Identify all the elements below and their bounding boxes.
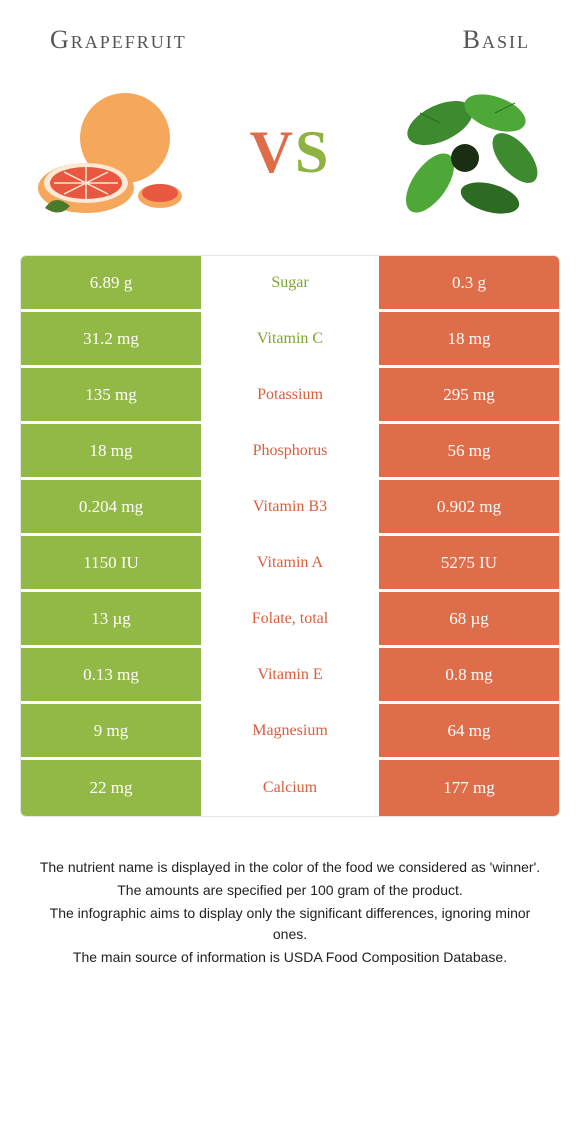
footer-notes: The nutrient name is displayed in the co… bbox=[20, 817, 560, 968]
left-value: 0.13 mg bbox=[21, 648, 201, 701]
right-value: 0.902 mg bbox=[379, 480, 559, 533]
right-value: 0.3 g bbox=[379, 256, 559, 309]
right-food-title: Basil bbox=[463, 25, 530, 55]
right-value: 64 mg bbox=[379, 704, 559, 757]
table-row: 13 µgFolate, total68 µg bbox=[21, 592, 559, 648]
left-value: 135 mg bbox=[21, 368, 201, 421]
header: Grapefruit Basil bbox=[20, 25, 560, 75]
left-value: 0.204 mg bbox=[21, 480, 201, 533]
left-value: 18 mg bbox=[21, 424, 201, 477]
footer-line: The nutrient name is displayed in the co… bbox=[35, 857, 545, 878]
right-value: 68 µg bbox=[379, 592, 559, 645]
footer-line: The infographic aims to display only the… bbox=[35, 903, 545, 945]
basil-image bbox=[380, 78, 550, 228]
left-value: 31.2 mg bbox=[21, 312, 201, 365]
table-row: 135 mgPotassium295 mg bbox=[21, 368, 559, 424]
footer-line: The amounts are specified per 100 gram o… bbox=[35, 880, 545, 901]
table-row: 18 mgPhosphorus56 mg bbox=[21, 424, 559, 480]
table-row: 6.89 gSugar0.3 g bbox=[21, 256, 559, 312]
right-value: 18 mg bbox=[379, 312, 559, 365]
right-value: 0.8 mg bbox=[379, 648, 559, 701]
nutrient-name: Vitamin E bbox=[201, 648, 379, 701]
left-value: 1150 IU bbox=[21, 536, 201, 589]
left-food-title: Grapefruit bbox=[50, 25, 187, 55]
table-row: 0.13 mgVitamin E0.8 mg bbox=[21, 648, 559, 704]
images-row: VS bbox=[20, 75, 560, 255]
table-row: 9 mgMagnesium64 mg bbox=[21, 704, 559, 760]
nutrient-name: Vitamin B3 bbox=[201, 480, 379, 533]
table-row: 31.2 mgVitamin C18 mg bbox=[21, 312, 559, 368]
table-row: 1150 IUVitamin A5275 IU bbox=[21, 536, 559, 592]
nutrient-table: 6.89 gSugar0.3 g31.2 mgVitamin C18 mg135… bbox=[20, 255, 560, 817]
nutrient-name: Vitamin C bbox=[201, 312, 379, 365]
nutrient-name: Phosphorus bbox=[201, 424, 379, 477]
right-value: 5275 IU bbox=[379, 536, 559, 589]
left-value: 22 mg bbox=[21, 760, 201, 816]
table-row: 0.204 mgVitamin B30.902 mg bbox=[21, 480, 559, 536]
nutrient-name: Folate, total bbox=[201, 592, 379, 645]
nutrient-name: Sugar bbox=[201, 256, 379, 309]
footer-line: The main source of information is USDA F… bbox=[35, 947, 545, 968]
right-value: 177 mg bbox=[379, 760, 559, 816]
grapefruit-image bbox=[30, 78, 200, 228]
vs-label: VS bbox=[250, 118, 331, 187]
left-value: 13 µg bbox=[21, 592, 201, 645]
right-value: 295 mg bbox=[379, 368, 559, 421]
nutrient-name: Vitamin A bbox=[201, 536, 379, 589]
nutrient-name: Potassium bbox=[201, 368, 379, 421]
table-row: 22 mgCalcium177 mg bbox=[21, 760, 559, 816]
nutrient-name: Magnesium bbox=[201, 704, 379, 757]
right-value: 56 mg bbox=[379, 424, 559, 477]
left-value: 6.89 g bbox=[21, 256, 201, 309]
nutrient-name: Calcium bbox=[201, 760, 379, 816]
left-value: 9 mg bbox=[21, 704, 201, 757]
